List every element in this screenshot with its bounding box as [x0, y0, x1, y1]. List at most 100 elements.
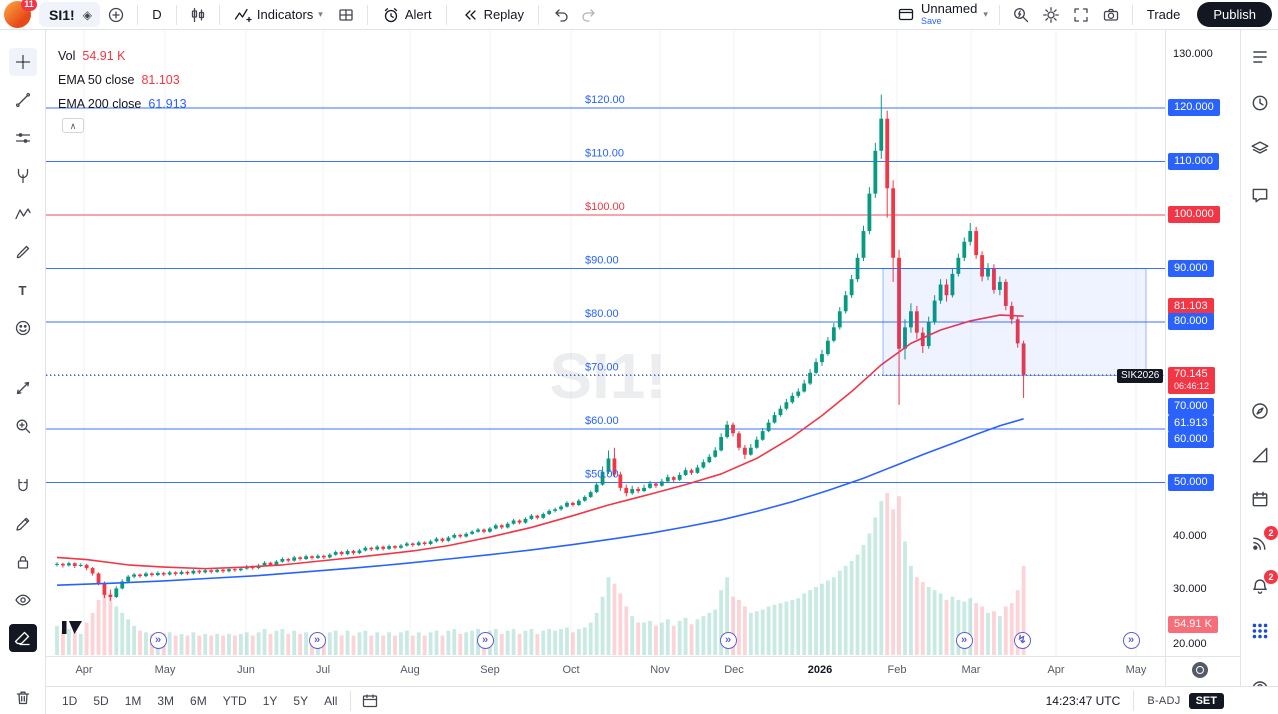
range-5Y[interactable]: 5Y: [293, 693, 309, 708]
price-axis-label: 30.000: [1173, 583, 1207, 595]
toolbar-divider: [445, 4, 447, 25]
replay-label: Replay: [483, 7, 525, 22]
price-axis-label: 90.000: [1168, 260, 1214, 277]
eraser-tool-active[interactable]: [8, 624, 37, 652]
range-1Y[interactable]: 1Y: [262, 693, 278, 708]
text-tool-icon: T: [18, 282, 27, 298]
chart-settings-button[interactable]: [1037, 2, 1065, 28]
text-tool[interactable]: T: [9, 276, 37, 304]
layout-name: Unnamed: [920, 0, 978, 16]
tradingview-logo[interactable]: [62, 618, 88, 636]
legend-row[interactable]: Vol 54.91 K: [58, 44, 187, 68]
sidebar-object-tree-button[interactable]: [1249, 138, 1271, 160]
save-layout-button[interactable]: Unnamed Save ▾: [893, 0, 992, 27]
timeline-jump-marker[interactable]: »: [955, 632, 973, 649]
pitchfork-tool[interactable]: [9, 162, 37, 190]
measure-tool[interactable]: [9, 374, 37, 402]
drawing-rectangle: [882, 268, 1147, 376]
pattern-tool[interactable]: [9, 200, 37, 228]
price-level-label: $60.00: [585, 415, 619, 427]
broadcast-icon: [1253, 537, 1266, 550]
time-axis-label: Apr: [75, 664, 93, 676]
time-axis-label: Feb: [887, 664, 907, 676]
snapshot-button[interactable]: [1097, 2, 1125, 28]
layout-grid-button[interactable]: [332, 2, 360, 28]
sidebar-watchlist-button[interactable]: [1249, 46, 1271, 68]
sidebar-alerts-button[interactable]: [1249, 92, 1271, 114]
trend-line-tool[interactable]: [9, 86, 37, 114]
timeline-jump-marker[interactable]: »: [719, 632, 737, 649]
range-5D[interactable]: 5D: [93, 693, 109, 708]
chart-canvas[interactable]: SI1!$120.00$110.00$100.00$90.00$80.00$70…: [46, 30, 1165, 686]
time-axis[interactable]: Apr May Jun Jul Aug Sep Oct Nov Dec 2026 Feb Mar Apr…: [46, 656, 1240, 686]
chart-region: SI1! $120.00 $110.00 $100.00 $90.00 $80.00 $70…: [46, 30, 1240, 686]
sidebar-hotlists-button[interactable]: [1249, 400, 1271, 422]
legend-value: 54.91 K: [82, 49, 126, 63]
redo-arrow-icon: [582, 8, 595, 22]
sidebar-streams-button[interactable]: 2: [1249, 526, 1278, 554]
indicators-button[interactable]: Indicators ▾: [227, 2, 330, 28]
publish-button[interactable]: Publish: [1197, 2, 1272, 27]
timeline-jump-marker[interactable]: »: [308, 632, 326, 649]
timeline-jump-marker[interactable]: »: [149, 632, 167, 649]
streams-count-badge: 2: [1264, 526, 1278, 540]
timeline-event-marker[interactable]: ↯: [1013, 632, 1031, 649]
brush-tool[interactable]: [9, 238, 37, 266]
lock-drawings-tool[interactable]: [9, 548, 37, 576]
replay-icon: [464, 9, 476, 20]
go-to-date-button[interactable]: [356, 688, 384, 714]
interval-button[interactable]: D: [145, 2, 169, 28]
toolbar-divider: [1131, 4, 1133, 25]
parallel-lines-tool[interactable]: [9, 124, 37, 152]
price-axis[interactable]: 70.145 06:46:12 130.000 120.000 110.000 100…: [1165, 30, 1240, 686]
range-1D[interactable]: 1D: [62, 693, 78, 708]
sidebar-apps-button[interactable]: [1249, 620, 1271, 642]
timeline-jump-marker[interactable]: »: [476, 632, 494, 649]
camera-icon: [1103, 8, 1119, 21]
magnet-icon: [17, 478, 28, 492]
remove-drawings-tool[interactable]: [9, 684, 37, 712]
eye-icon: [14, 594, 31, 606]
undo-button[interactable]: [546, 2, 574, 28]
legend-collapse-button[interactable]: ∧: [62, 118, 84, 133]
compare-add-symbol-button[interactable]: [102, 2, 130, 28]
range-1M[interactable]: 1M: [124, 693, 142, 708]
emoji-tool[interactable]: [9, 314, 37, 342]
alert-button[interactable]: Alert: [375, 2, 439, 28]
legend-row[interactable]: EMA 200 close 61.913: [58, 92, 187, 116]
hide-drawings-tool[interactable]: [9, 586, 37, 614]
trade-button[interactable]: Trade: [1140, 2, 1187, 28]
adjustment-toggle[interactable]: B-ADJ: [1147, 694, 1181, 707]
bell-icon: [1253, 579, 1267, 594]
fullscreen-button[interactable]: [1067, 2, 1095, 28]
sidebar-calendar-button[interactable]: [1249, 488, 1271, 510]
chart-type-button[interactable]: [184, 2, 212, 28]
magnet-tool[interactable]: [9, 472, 37, 500]
symbol-search-button[interactable]: SI1! ◈: [39, 2, 100, 27]
chart-plot[interactable]: SI1! $120.00 $110.00 $100.00 $90.00 $80.00 $70…: [46, 30, 1165, 686]
price-axis-label: 80.000: [1168, 313, 1214, 330]
user-avatar[interactable]: 11: [4, 0, 37, 28]
layout-window-icon: [898, 8, 914, 20]
legend-row[interactable]: EMA 50 close 81.103: [58, 68, 187, 92]
range-6M[interactable]: 6M: [190, 693, 207, 708]
redo-button[interactable]: [576, 2, 604, 28]
range-YTD[interactable]: YTD: [222, 693, 247, 708]
sidebar-chat-button[interactable]: [1249, 184, 1271, 206]
scroll-to-recent-icon[interactable]: [1192, 662, 1208, 678]
price-axis-label: 110.000: [1168, 153, 1219, 170]
symbol-detail-icon[interactable]: ◈: [82, 7, 92, 22]
quick-search-button[interactable]: [1007, 2, 1035, 28]
drawing-pencil-tool[interactable]: [9, 510, 37, 538]
sidebar-notifications-button[interactable]: 2: [1249, 570, 1278, 598]
server-clock[interactable]: 14:23:47 UTC: [1045, 693, 1121, 708]
zoom-in-tool[interactable]: [9, 412, 37, 440]
sidebar-shapes-button[interactable]: [1249, 444, 1271, 466]
settlement-toggle[interactable]: SET: [1188, 692, 1224, 709]
cursor-cross-tool[interactable]: [8, 48, 37, 76]
price-level-label: $50.00: [585, 469, 619, 481]
range-3M[interactable]: 3M: [157, 693, 175, 708]
replay-button[interactable]: Replay: [454, 2, 531, 28]
timeline-jump-marker[interactable]: »: [1122, 632, 1140, 649]
range-All[interactable]: All: [324, 693, 338, 708]
